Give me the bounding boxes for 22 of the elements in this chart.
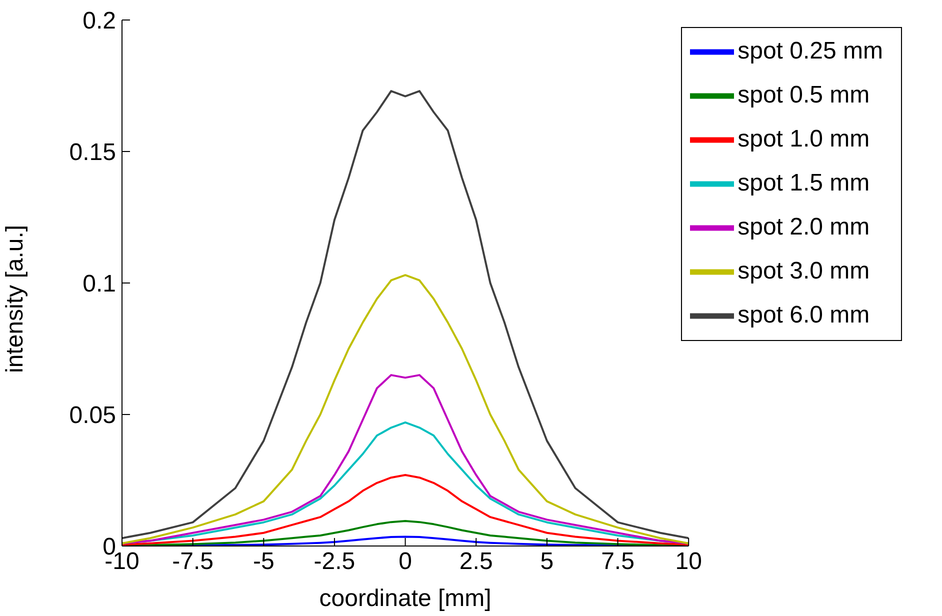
x-tick-label: -2.5 [314,548,356,576]
x-tick-label: 10 [675,548,702,576]
y-tick-label: 0.05 [69,402,116,430]
line-series [122,90,689,540]
legend-label: spot 1.0 mm [738,125,870,152]
legend-label: spot 6.0 mm [738,301,870,328]
x-tick-label: 0 [398,548,412,576]
x-tick-label: 7.5 [601,548,634,576]
x-tick-label: 5 [540,548,554,576]
legend-label: spot 0.5 mm [738,81,870,108]
legend-label: spot 0.25 mm [738,37,883,64]
y-tick-label: 0.1 [82,270,116,298]
legend-label: spot 2.0 mm [738,213,870,240]
x-tick-label: 2.5 [459,548,493,576]
x-tick-label: -7.5 [172,548,214,576]
legend-label: spot 1.5 mm [738,169,870,196]
y-tick-label: 0.2 [82,8,116,35]
x-axis-title: coordinate [mm] [319,585,492,612]
y-tick-label: 0.15 [69,139,116,166]
x-tick-label: -5 [252,548,274,576]
y-axis-title: intensity [a.u.] [2,224,29,373]
legend-label: spot 3.0 mm [738,257,870,284]
